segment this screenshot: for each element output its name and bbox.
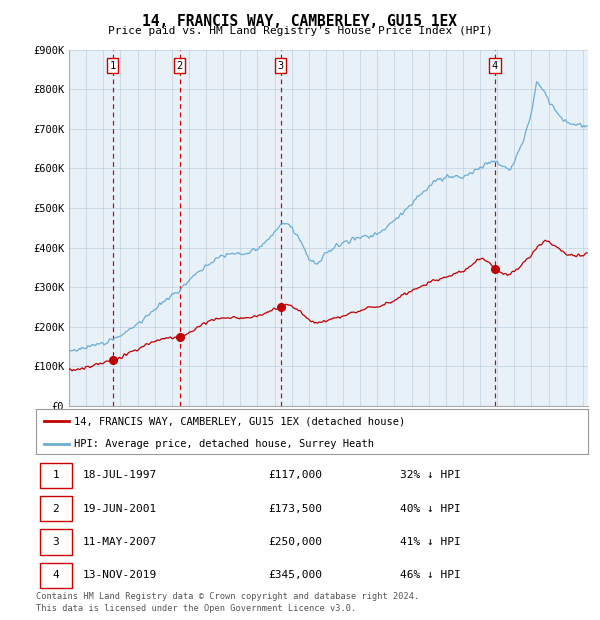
Text: £173,500: £173,500: [268, 504, 322, 514]
Text: £345,000: £345,000: [268, 570, 322, 580]
Text: Price paid vs. HM Land Registry's House Price Index (HPI): Price paid vs. HM Land Registry's House …: [107, 26, 493, 36]
Text: 14, FRANCIS WAY, CAMBERLEY, GU15 1EX: 14, FRANCIS WAY, CAMBERLEY, GU15 1EX: [143, 14, 458, 29]
FancyBboxPatch shape: [40, 496, 72, 521]
Text: £250,000: £250,000: [268, 537, 322, 547]
FancyBboxPatch shape: [40, 463, 72, 488]
Text: 18-JUL-1997: 18-JUL-1997: [83, 471, 157, 480]
Text: 14, FRANCIS WAY, CAMBERLEY, GU15 1EX (detached house): 14, FRANCIS WAY, CAMBERLEY, GU15 1EX (de…: [74, 416, 405, 427]
Text: 3: 3: [52, 537, 59, 547]
Text: 4: 4: [492, 61, 498, 71]
Text: 40% ↓ HPI: 40% ↓ HPI: [400, 504, 461, 514]
Text: 11-MAY-2007: 11-MAY-2007: [83, 537, 157, 547]
Text: £117,000: £117,000: [268, 471, 322, 480]
FancyBboxPatch shape: [40, 529, 72, 555]
Text: HPI: Average price, detached house, Surrey Heath: HPI: Average price, detached house, Surr…: [74, 439, 374, 449]
FancyBboxPatch shape: [40, 563, 72, 588]
Text: 41% ↓ HPI: 41% ↓ HPI: [400, 537, 461, 547]
Text: Contains HM Land Registry data © Crown copyright and database right 2024.: Contains HM Land Registry data © Crown c…: [36, 592, 419, 601]
Text: 1: 1: [109, 61, 116, 71]
Text: 3: 3: [278, 61, 284, 71]
Text: 32% ↓ HPI: 32% ↓ HPI: [400, 471, 461, 480]
Text: 13-NOV-2019: 13-NOV-2019: [83, 570, 157, 580]
Text: 2: 2: [176, 61, 183, 71]
Text: 2: 2: [52, 504, 59, 514]
Text: This data is licensed under the Open Government Licence v3.0.: This data is licensed under the Open Gov…: [36, 603, 356, 613]
Text: 19-JUN-2001: 19-JUN-2001: [83, 504, 157, 514]
Text: 46% ↓ HPI: 46% ↓ HPI: [400, 570, 461, 580]
Text: 1: 1: [52, 471, 59, 480]
Text: 4: 4: [52, 570, 59, 580]
